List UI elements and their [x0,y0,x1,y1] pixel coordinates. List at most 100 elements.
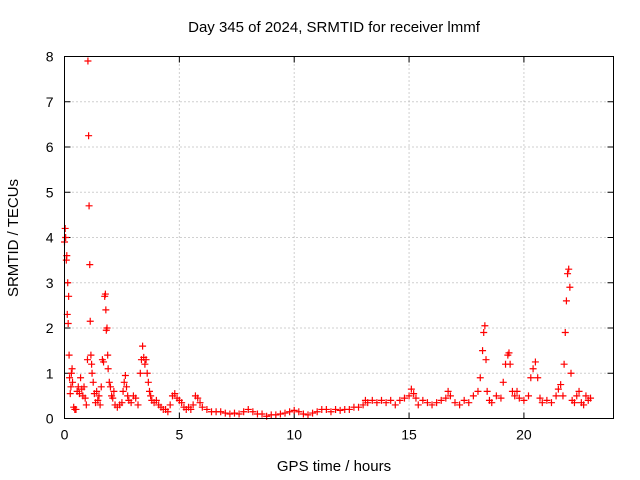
data-point [88,369,96,377]
data-point [143,369,151,377]
data-point [272,411,280,419]
data-point [476,374,484,382]
data-point [89,378,97,386]
data-point [68,365,76,373]
data-point [460,396,468,404]
y-axis-label: SRMTID / TECUs [5,179,22,297]
y-tick-label: 3 [46,275,54,291]
data-point [437,396,445,404]
data-point [87,351,95,359]
plot-frame [64,56,614,419]
data-point [139,342,147,350]
data-point [515,394,523,402]
data-point [309,409,317,417]
data-point [240,408,248,416]
grid [64,56,614,419]
y-tick-label: 4 [46,230,54,246]
data-point [511,392,519,400]
data-point [580,401,588,409]
data-point [86,261,94,269]
data-point [104,351,112,359]
data-point [123,383,131,391]
data-point [66,374,74,382]
data-point [189,401,197,409]
data-point [187,405,195,413]
data-point [481,322,489,330]
data-point [276,410,284,418]
data-point [355,403,363,411]
data-point [304,411,312,419]
data-point [244,405,252,413]
data-point [520,396,528,404]
data-point [142,356,150,364]
data-point [322,405,330,413]
data-point [95,392,103,400]
data-point [364,399,372,407]
data-point [482,356,490,364]
data-point [543,396,551,404]
data-point [103,324,111,332]
data-point [567,369,575,377]
y-tick-label: 2 [46,320,54,336]
data-point [64,319,72,327]
x-tick-label: 10 [286,427,302,443]
data-point [451,399,459,407]
data-point [405,392,413,400]
data-points [61,57,595,420]
data-point [377,396,385,404]
data-point [456,401,464,409]
data-point [423,399,431,407]
y-tick-label: 8 [46,49,54,65]
data-point [299,410,307,418]
data-point [226,410,234,418]
data-point [194,394,202,402]
data-point [483,387,491,395]
data-point [120,378,128,386]
data-point [474,387,482,395]
data-point [557,381,565,389]
data-point [164,408,172,416]
data-point [171,390,179,398]
data-point [469,392,477,400]
data-point [102,306,110,314]
data-point [144,378,152,386]
x-tick-label: 20 [516,427,532,443]
data-point [534,374,542,382]
data-point [77,374,85,382]
data-point [387,396,395,404]
data-point [100,358,108,366]
data-point [345,405,353,413]
data-point [410,390,418,398]
data-point [69,378,77,386]
data-point [286,408,294,416]
data-point [94,396,102,404]
data-point [414,401,422,409]
data-point [479,347,487,355]
data-point [428,401,436,409]
data-point [290,406,298,414]
data-point [196,399,204,407]
x-tick-label: 5 [175,427,183,443]
data-point [141,360,149,368]
data-point [96,401,104,409]
x-tick-label: 15 [401,427,417,443]
data-point [446,392,454,400]
data-point [433,399,441,407]
data-point [64,279,72,287]
data-point [573,392,581,400]
data-point [327,408,335,416]
data-point [93,387,101,395]
data-point [419,396,427,404]
y-tick-label: 6 [46,139,54,155]
data-point [118,399,126,407]
data-point [67,369,75,377]
data-point [119,387,127,395]
data-point [499,378,507,386]
data-point [336,406,344,414]
x-axis-label: GPS time / hours [277,458,391,475]
data-point [178,399,186,407]
data-point [561,329,569,337]
data-point [547,399,555,407]
data-point [83,356,91,364]
